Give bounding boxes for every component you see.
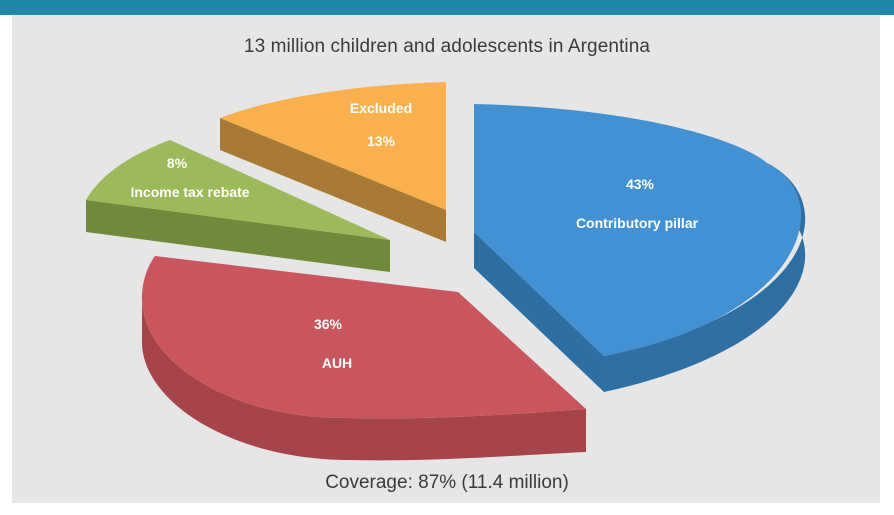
- slice-income-tax-rebate: 8% Income tax rebate: [86, 140, 390, 272]
- slice-value-label: 13%: [367, 133, 396, 149]
- slice-value-label: 36%: [314, 316, 343, 332]
- slice-contributory-pillar: 43% Contributory pillar: [474, 104, 806, 392]
- slice-label: Contributory pillar: [576, 215, 699, 231]
- slice-top: [220, 82, 446, 210]
- slice-label: Income tax rebate: [130, 184, 249, 200]
- chart-title: 13 million children and adolescents in A…: [243, 36, 651, 57]
- slice-value-label: 8%: [167, 155, 188, 171]
- slice-label: Excluded: [350, 100, 412, 116]
- slice-top: [86, 140, 390, 240]
- slice-label: AUH: [322, 355, 352, 371]
- slice-auh: 36% AUH: [141, 256, 586, 461]
- slice-side: [141, 296, 586, 461]
- slice-side: [220, 118, 446, 242]
- slice-excluded: 13% Excluded: [220, 82, 446, 242]
- slice-top: [474, 104, 802, 356]
- slice-side: [86, 200, 390, 272]
- coverage-caption: Coverage: 87% (11.4 million): [325, 472, 569, 493]
- slice-value-label: 43%: [626, 176, 655, 192]
- top-accent-bar: [0, 0, 894, 15]
- slice-side: [474, 232, 604, 392]
- slice-top: [141, 256, 586, 419]
